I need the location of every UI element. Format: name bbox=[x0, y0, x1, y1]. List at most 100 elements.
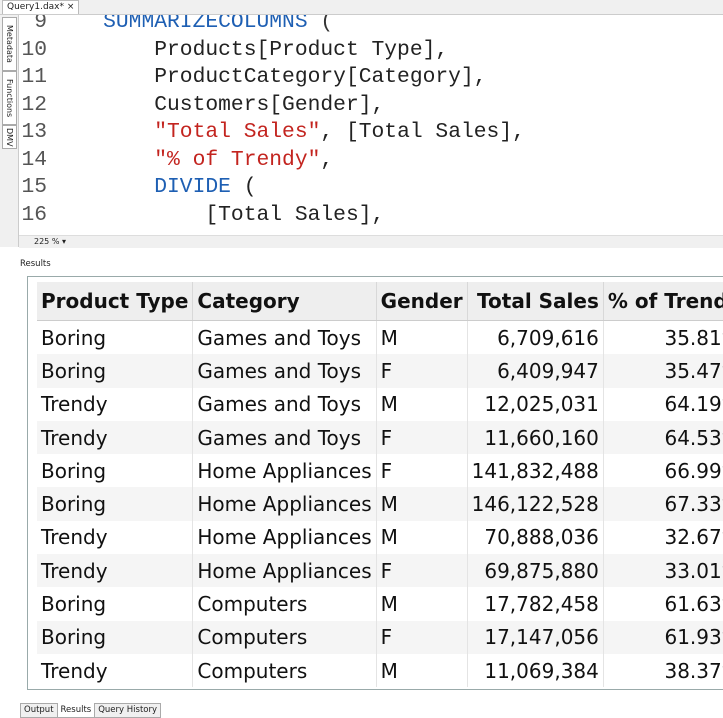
zoom-text: 225 % bbox=[34, 237, 60, 246]
code-line: 14 "% of Trendy", bbox=[19, 147, 723, 175]
table-cell: M bbox=[376, 387, 468, 421]
table-cell: 69,875,880 bbox=[467, 554, 604, 588]
code-line: 11 ProductCategory[Category], bbox=[19, 64, 723, 92]
table-cell: F bbox=[376, 420, 468, 455]
table-cell: 32.67% bbox=[603, 520, 723, 555]
code-line: 16 [Total Sales], bbox=[19, 202, 723, 230]
code-token: ( bbox=[307, 15, 334, 34]
code-text: SUMMARIZECOLUMNS ( bbox=[52, 15, 333, 37]
code-token: , bbox=[320, 147, 334, 172]
bottom-tab[interactable]: Output bbox=[20, 703, 58, 718]
code-text: Customers[Gender], bbox=[52, 92, 384, 120]
table-cell: 35.47% bbox=[603, 354, 723, 388]
line-number: 10 bbox=[21, 37, 47, 62]
table-cell: Computers bbox=[192, 587, 377, 621]
table-cell: Games and Toys bbox=[192, 420, 377, 455]
code-text: Products[Product Type], bbox=[52, 37, 448, 65]
table-cell: Home Appliances bbox=[192, 487, 377, 521]
table-cell: 33.01% bbox=[603, 554, 723, 588]
zoom-level[interactable]: 225 % ▾ bbox=[34, 237, 66, 246]
code-editor[interactable]: 9 SUMMARIZECOLUMNS (10 Products[Product Ty… bbox=[19, 15, 723, 234]
column-header[interactable]: Category bbox=[192, 282, 377, 321]
table-cell: Trendy bbox=[37, 420, 194, 455]
table-cell: Computers bbox=[192, 620, 377, 654]
side-tabs: Metadata Functions DMV bbox=[0, 15, 19, 247]
column-header[interactable]: Product Type bbox=[37, 282, 194, 321]
document-tab[interactable]: Query1.dax* × bbox=[2, 0, 80, 14]
code-token: "% of Trendy" bbox=[154, 147, 321, 172]
table-cell: Trendy bbox=[37, 554, 194, 588]
document-tab-bar: Query1.dax* × bbox=[0, 0, 723, 15]
table-cell: 61.63% bbox=[603, 587, 723, 621]
table-cell: Trendy bbox=[37, 520, 194, 555]
side-tab[interactable]: Metadata bbox=[2, 17, 17, 71]
table-cell: 64.53% bbox=[603, 420, 723, 455]
table-cell: 17,147,056 bbox=[467, 620, 604, 654]
table-cell: F bbox=[376, 620, 468, 654]
zoom-bar: 225 % ▾ bbox=[19, 235, 723, 248]
column-header[interactable]: Gender bbox=[376, 282, 468, 321]
code-line: 13 "Total Sales", [Total Sales], bbox=[19, 119, 723, 147]
bottom-tab[interactable]: Results bbox=[56, 704, 96, 718]
code-token: "Total Sales" bbox=[154, 120, 321, 144]
code-token: ( bbox=[230, 175, 257, 199]
table-cell: Home Appliances bbox=[192, 554, 377, 588]
table-cell: 70,888,036 bbox=[467, 520, 604, 555]
table-cell: 66.99% bbox=[603, 454, 723, 488]
tab-close[interactable]: × bbox=[66, 2, 75, 12]
results-table: Product Type Category Gender Total Sales% o… bbox=[37, 282, 723, 688]
table-cell: F bbox=[376, 554, 468, 588]
line-number: 12 bbox=[21, 92, 47, 117]
table-cell: Boring bbox=[37, 587, 194, 621]
table-cell: F bbox=[376, 354, 468, 388]
code-line: 15 DIVIDE ( bbox=[19, 174, 723, 202]
table-cell: Home Appliances bbox=[192, 520, 377, 555]
code-token: Customers[Gender], bbox=[154, 92, 385, 117]
table-cell: 12,025,031 bbox=[467, 387, 604, 421]
line-number: 15 bbox=[21, 175, 47, 199]
code-token: [Total Sales], bbox=[205, 202, 385, 227]
table-cell: 11,069,384 bbox=[467, 653, 604, 688]
table-cell: M bbox=[376, 320, 468, 355]
table-cell: 146,122,528 bbox=[467, 487, 604, 521]
table-cell: Boring bbox=[37, 320, 194, 355]
bottom-tab[interactable]: Query History bbox=[94, 703, 162, 718]
table-cell: 17,782,458 bbox=[467, 587, 604, 621]
table-cell: 11,660,160 bbox=[467, 420, 604, 455]
code-line: 9 SUMMARIZECOLUMNS ( bbox=[19, 15, 723, 37]
code-text: "Total Sales", [Total Sales], bbox=[52, 119, 525, 147]
code-token: DIVIDE bbox=[154, 175, 231, 199]
table-cell: 35.81% bbox=[603, 320, 723, 355]
table-cell: Trendy bbox=[37, 387, 194, 421]
table-cell: Boring bbox=[37, 620, 194, 654]
table-cell: Home Appliances bbox=[192, 454, 377, 488]
results-label: Results bbox=[20, 259, 51, 269]
code-text: ProductCategory[Category], bbox=[52, 64, 487, 92]
code-token: , [Total Sales], bbox=[320, 120, 525, 144]
side-tab[interactable]: DMV bbox=[2, 125, 17, 149]
table-cell: M bbox=[376, 487, 468, 521]
code-line: 12 Customers[Gender], bbox=[19, 92, 723, 120]
side-tab[interactable]: Functions bbox=[2, 71, 17, 125]
table-cell: 38.37% bbox=[603, 653, 723, 688]
code-text: DIVIDE ( bbox=[52, 174, 256, 202]
column-header[interactable]: Total Sales bbox=[467, 282, 604, 321]
table-cell: 67.33% bbox=[603, 487, 723, 521]
table-cell: Games and Toys bbox=[192, 354, 377, 388]
line-number: 9 bbox=[34, 15, 47, 34]
table-cell: F bbox=[376, 454, 468, 488]
code-token: ProductCategory[Category], bbox=[154, 65, 487, 89]
bottom-tabs: Output Results Query History bbox=[20, 697, 162, 718]
table-cell: M bbox=[376, 587, 468, 621]
line-number: 11 bbox=[21, 65, 47, 89]
column-header[interactable]: % of Trendy bbox=[603, 282, 723, 321]
